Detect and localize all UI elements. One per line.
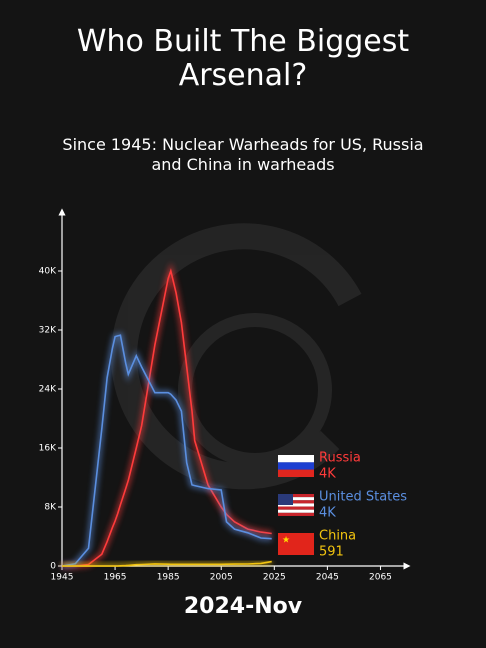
y-tick-label: 16K: [39, 444, 57, 454]
flag-stripe: [278, 497, 314, 501]
plot: 0 8K 16K 24K 32K 40K 1945 1965 1985 2005 2025 2045 2…: [39, 208, 411, 583]
flag-stripe: [278, 506, 314, 510]
flag-field: [278, 533, 314, 555]
x-tick-label: 1985: [157, 573, 180, 583]
x-tick-label: 2065: [369, 573, 392, 583]
flag-stripe: [278, 469, 314, 477]
x-tick-label: 2025: [263, 573, 286, 583]
flag-star: ★: [282, 536, 290, 546]
y-tick-label: 24K: [39, 385, 57, 395]
y-tick-label: 40K: [39, 267, 57, 277]
legend-name: United States: [319, 490, 407, 505]
legend-flag: [278, 455, 314, 477]
chart-subtitle: Since 1945: Nuclear Warheads for US, Rus…: [62, 135, 423, 174]
watermark: [111, 223, 362, 490]
date-label: 2024-Nov: [184, 594, 303, 619]
flag-stripe: [278, 503, 314, 507]
end-value-label: 591: [319, 545, 344, 560]
flag-stripe: [278, 455, 314, 463]
flag-canton: [278, 494, 293, 505]
y-tick-label: 8K: [44, 503, 57, 513]
flag-stripe: [278, 512, 314, 516]
flag-stripe: [278, 509, 314, 513]
x-tick-label: 2005: [210, 573, 233, 583]
flag-stripe: [278, 494, 314, 498]
end-value-label: 4K: [319, 467, 336, 482]
y-tick-label: 0: [50, 562, 56, 572]
legend-flag: [278, 494, 314, 516]
flag-stripe: [278, 500, 314, 504]
legend-flag: ★: [278, 533, 314, 555]
flag-stripe: [278, 462, 314, 470]
line: [61, 334, 272, 567]
x-tick-label: 1965: [104, 573, 127, 583]
legend-name: Russia: [319, 451, 361, 466]
x-tick-label: 1945: [51, 573, 74, 583]
legend-name: China: [319, 529, 356, 544]
end-value-label: 4K: [319, 506, 336, 521]
line: [62, 560, 272, 567]
chart-title: Who Built The Biggest Arsenal?: [77, 24, 410, 93]
y-tick-label: 32K: [39, 326, 57, 336]
x-tick-label: 2045: [316, 573, 339, 583]
